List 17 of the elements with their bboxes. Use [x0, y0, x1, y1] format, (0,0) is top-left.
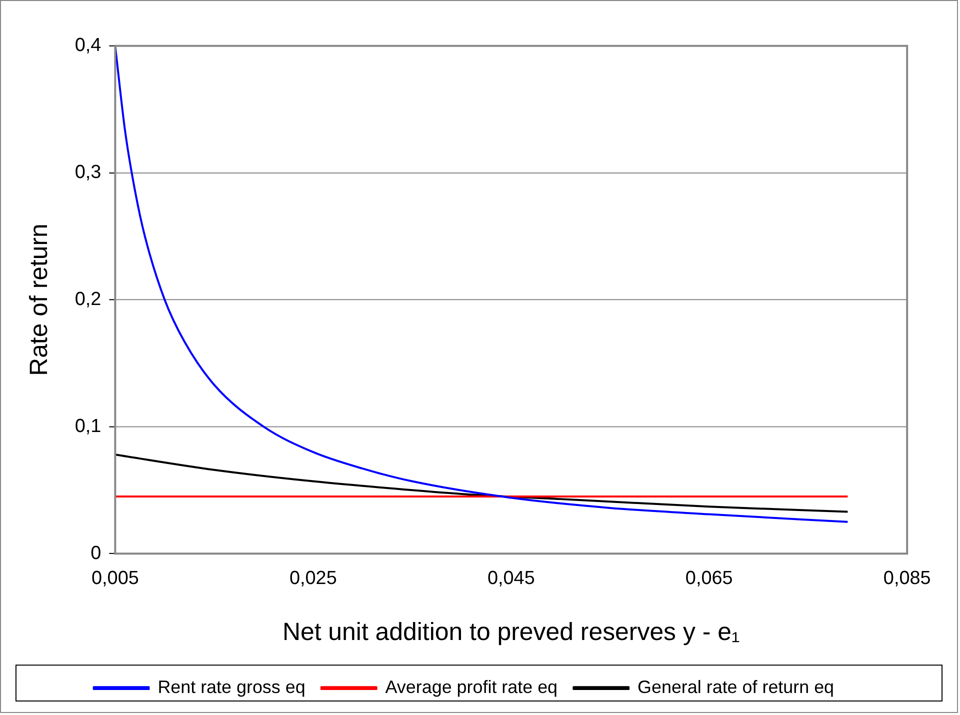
- x-tick-label: 0,005: [91, 568, 139, 590]
- x-tick-label: 0,025: [289, 568, 337, 590]
- x-tick-label: 0,045: [487, 568, 535, 590]
- y-tick-label: 0,4: [74, 35, 102, 56]
- legend-label: Rent rate gross eq: [158, 677, 306, 698]
- y-tick-label: 0: [90, 542, 102, 564]
- x-tick-label: 0,085: [883, 568, 931, 590]
- y-tick-label: 0,1: [74, 416, 102, 437]
- line-series: [115, 46, 849, 523]
- y-axis-title: Rate of return: [24, 224, 53, 376]
- line-series: [115, 454, 849, 513]
- y-tick-label: 0,2: [74, 288, 102, 310]
- x-tick-label: 0,065: [685, 568, 733, 590]
- legend-label: General rate of return eq: [638, 677, 834, 698]
- x-axis-title: Net unit addition to preved reserves y - e₁: [282, 618, 740, 646]
- legend-label: Average profit rate eq: [385, 677, 558, 698]
- y-tick-label: 0,3: [74, 162, 102, 184]
